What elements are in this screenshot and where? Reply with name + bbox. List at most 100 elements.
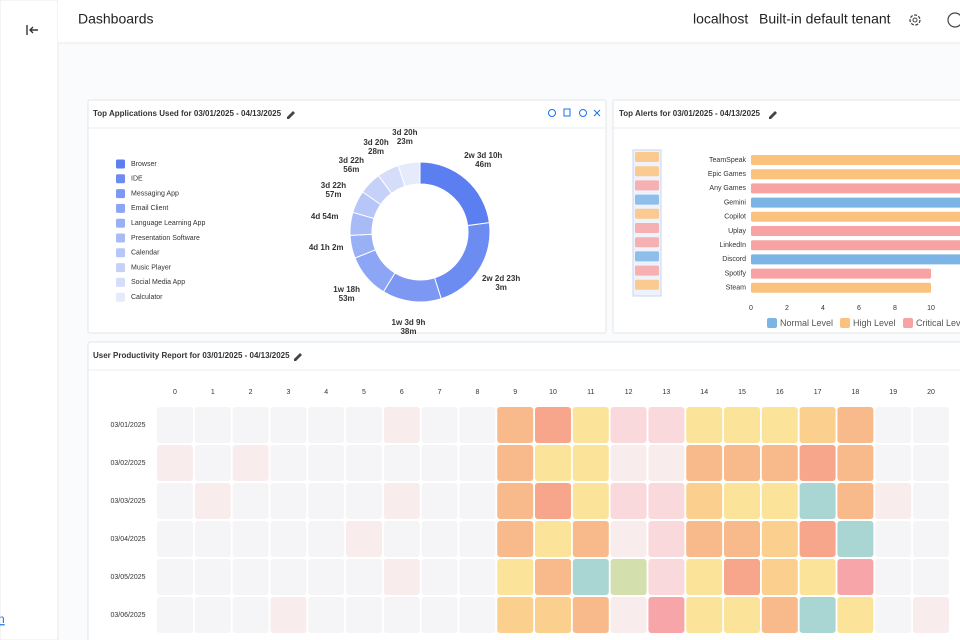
legend-label: Critical Level [916, 318, 960, 328]
heat-cell [913, 483, 949, 519]
tenant[interactable]: Built-in default tenant [759, 11, 891, 27]
data-label: 2w 3d 10h 46m [464, 150, 503, 169]
data-label: 3d 20h 28m [363, 137, 389, 156]
legend-swatch [116, 174, 125, 184]
widget-title: User Productivity Report for 03/01/2025 … [93, 351, 290, 360]
heat-cell [194, 521, 231, 557]
edit-icon[interactable] [287, 111, 295, 119]
heat-cell [346, 521, 382, 557]
heat-cell [383, 445, 420, 481]
overview-bar [635, 152, 659, 162]
heat-cell [724, 445, 760, 481]
settings-icon-core [912, 17, 918, 23]
widget-title: Top Applications Used for 03/01/2025 - 0… [93, 109, 282, 118]
heat-cell [459, 483, 496, 519]
heat-cell [157, 445, 193, 481]
heat-cell [346, 445, 382, 481]
heat-cell [837, 521, 874, 557]
heat-cell [761, 407, 798, 443]
heat-cell [648, 597, 685, 633]
heat-cell [157, 521, 193, 557]
refresh-icon[interactable] [548, 109, 556, 117]
heat-cell [459, 445, 496, 481]
settings-icon[interactable] [579, 109, 587, 117]
heat-cell [610, 559, 647, 595]
heat-cell [761, 521, 798, 557]
legend-label: High Level [853, 318, 896, 328]
x-tick-label: 14 [700, 389, 708, 396]
y-tick-label: 03/05/2025 [110, 574, 145, 581]
legend-swatch [116, 218, 125, 228]
bar [751, 282, 931, 293]
x-tick-label: 18 [852, 389, 860, 396]
legend-label: Normal Level [780, 318, 833, 328]
copy-icon[interactable] [563, 108, 571, 117]
legend-swatch [116, 263, 125, 273]
heat-cell [610, 483, 647, 519]
data-label: 3d 22h 57m [320, 181, 347, 200]
close-icon[interactable] [593, 109, 601, 117]
edit-icon[interactable] [769, 111, 777, 119]
heat-cell [270, 559, 307, 595]
heat-cell [535, 597, 571, 633]
x-tick-label: 5 [362, 389, 366, 396]
edit-icon[interactable] [294, 353, 302, 361]
bar [751, 268, 931, 279]
heat-cell [686, 559, 723, 595]
heat-cell [648, 521, 685, 557]
heat-cell [875, 521, 912, 557]
data-label: 1w 18h 53m [333, 284, 360, 303]
heat-cell [686, 597, 723, 633]
y-tick-label: Spotify [725, 270, 747, 277]
heat-cell [535, 483, 571, 519]
heat-cell [535, 559, 571, 595]
heat-cell [724, 483, 760, 519]
heat-cell [913, 521, 949, 557]
overview-bar [635, 194, 659, 205]
heat-cell [308, 597, 345, 633]
y-tick-label: Copilot [724, 214, 746, 221]
heat-cell [535, 445, 571, 481]
x-tick-label: 2 [785, 305, 789, 312]
heat-cell [270, 445, 307, 481]
heat-cell [686, 445, 723, 481]
heat-cell [761, 445, 798, 481]
legend-swatch [767, 318, 777, 328]
x-tick-label: 20 [927, 389, 935, 396]
bar [751, 197, 960, 208]
heat-cell [913, 407, 949, 443]
y-tick-label: Steam [726, 285, 746, 292]
settings-icon[interactable] [909, 14, 921, 26]
heat-cell [232, 521, 269, 557]
collapse-icon[interactable] [26, 25, 38, 35]
heat-cell [308, 559, 345, 595]
heat-cell [724, 521, 760, 557]
topbar [58, 0, 960, 43]
heat-cell [837, 597, 874, 633]
legend-label: Browser [131, 161, 157, 168]
legend-label: Email Client [131, 205, 168, 212]
heat-cell [913, 445, 949, 481]
heat-cell [610, 445, 647, 481]
sidebar-link[interactable]: n [0, 612, 5, 626]
heat-cell [497, 521, 534, 557]
heat-cell [610, 597, 647, 633]
heat-cell [572, 521, 609, 557]
host[interactable]: localhost [693, 11, 748, 27]
heat-cell [383, 597, 420, 633]
heat-cell [875, 483, 912, 519]
heat-cell [535, 407, 571, 443]
x-tick-label: 15 [738, 389, 746, 396]
x-tick-label: 0 [749, 305, 753, 312]
heat-cell [194, 445, 231, 481]
heat-cell [157, 407, 193, 443]
legend-swatch [116, 159, 125, 169]
legend-label: Presentation Software [131, 235, 200, 242]
heat-cell [157, 559, 193, 595]
heat-cell [383, 521, 420, 557]
heat-cell [799, 559, 836, 595]
help-icon[interactable] [947, 12, 960, 28]
heat-cell [837, 483, 874, 519]
page-title: Dashboards [78, 11, 154, 27]
